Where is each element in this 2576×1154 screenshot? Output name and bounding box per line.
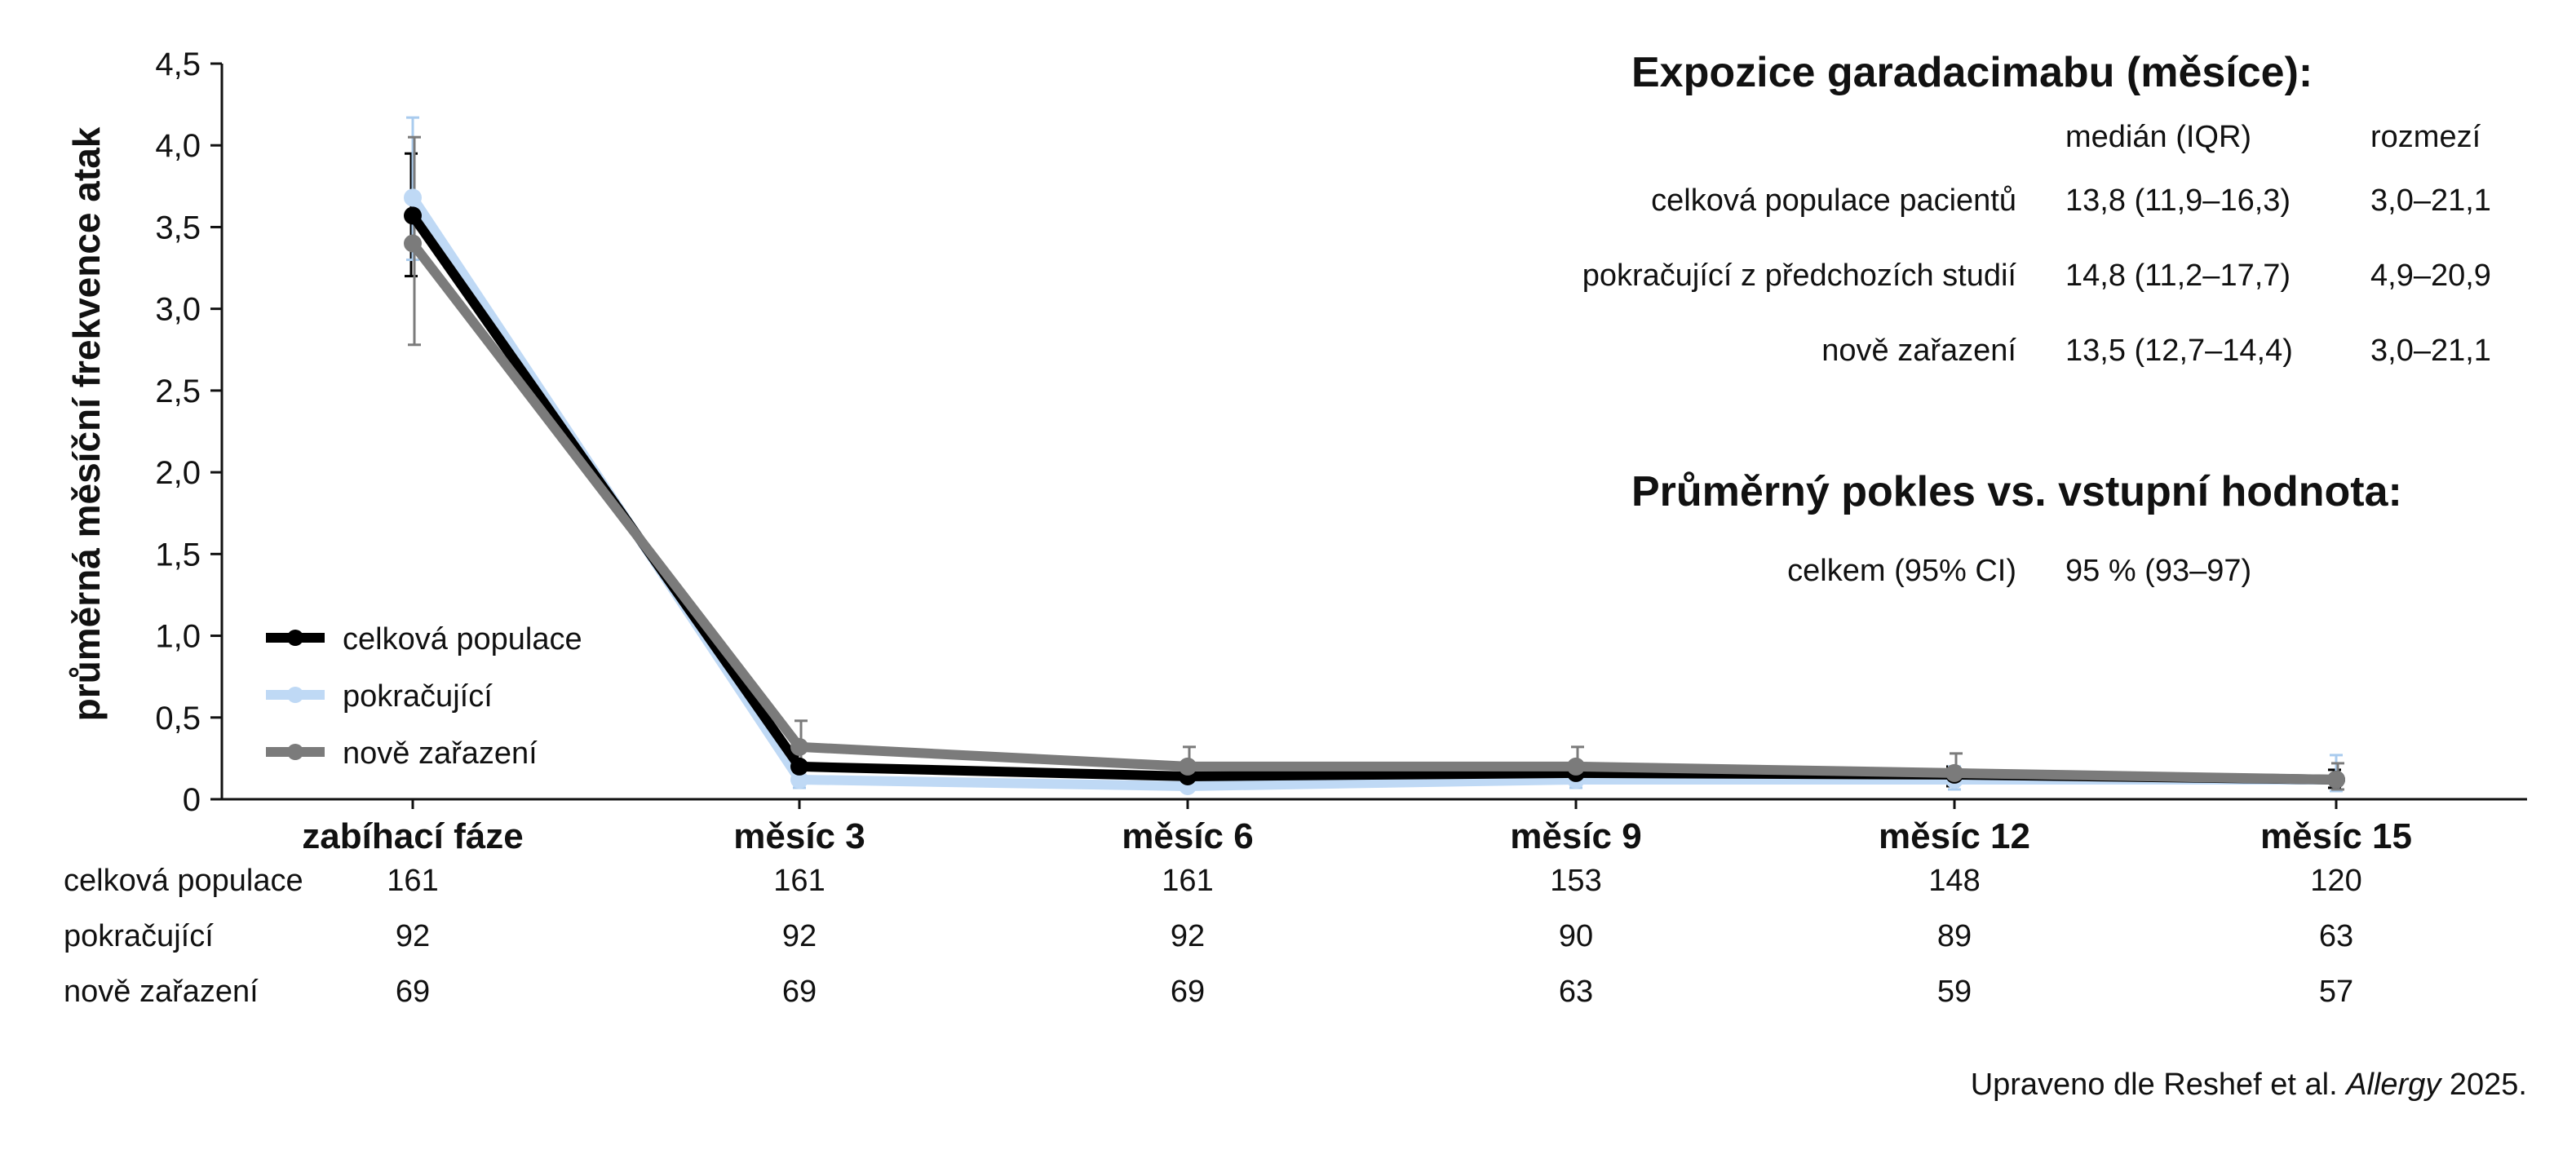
legend-marker-pokracujici	[287, 687, 303, 703]
reduction-title: Průměrný pokles vs. vstupní hodnota:	[1631, 468, 2402, 515]
y-tick-label: 3,5	[155, 210, 201, 245]
y-tick-label: 3,0	[155, 292, 201, 328]
y-tick-label: 0	[183, 782, 201, 818]
reduction-panel: Průměrný pokles vs. vstupní hodnota: cel…	[1631, 468, 2402, 588]
exposure-row-range: 3,0–21,1	[2370, 183, 2491, 218]
y-tick-label: 1,5	[155, 537, 201, 573]
legend-item-pokracujici: pokračující	[266, 679, 493, 714]
legend-marker-celkova-populace	[287, 630, 303, 646]
n-table-cell: 90	[1559, 919, 1593, 953]
data-point-nove-zarazeni	[1179, 757, 1197, 776]
n-table-cell: 57	[2319, 975, 2353, 1009]
legend-label-nove-zarazeni: nově zařazení	[343, 736, 538, 771]
legend: celková populace pokračující nově zařaze…	[266, 622, 582, 771]
n-table-row-label: nově zařazení	[64, 975, 259, 1009]
data-point-celkova-populace	[790, 757, 808, 776]
y-tick-label: 4,0	[155, 128, 201, 164]
data-point-pokracujici	[790, 770, 808, 789]
n-table-cell: 69	[1171, 975, 1205, 1009]
n-table-cell: 59	[1937, 975, 1972, 1009]
legend-label-pokracujici: pokračující	[343, 679, 493, 714]
n-table-cell: 153	[1550, 864, 1601, 898]
n-table-cell: 161	[773, 864, 825, 898]
y-tick-label: 1,0	[155, 619, 201, 655]
data-point-nove-zarazeni	[790, 737, 808, 756]
n-table-cell: 92	[396, 919, 430, 953]
x-category-labels: zabíhací fáze měsíc 3 měsíc 6 měsíc 9 měsíc …	[302, 799, 2412, 856]
n-table-cell: 161	[1162, 864, 1213, 898]
n-table-cell: 92	[782, 919, 817, 953]
exposure-row-range: 3,0–21,1	[2370, 334, 2491, 368]
exposure-row-label: celková populace pacientů	[1651, 183, 2016, 218]
y-tick-label: 4,5	[155, 46, 201, 82]
n-table-cell: 92	[1171, 919, 1205, 953]
series-lines	[404, 188, 2345, 795]
data-point-nove-zarazeni	[1567, 757, 1585, 776]
n-table-cell: 89	[1937, 919, 1972, 953]
reduction-label: celkem (95% CI)	[1787, 554, 2016, 588]
reduction-value: 95 % (93–97)	[2065, 554, 2251, 588]
exposure-title: Expozice garadacimabu (měsíce):	[1631, 49, 2313, 96]
exposure-row-median: 13,5 (12,7–14,4)	[2065, 334, 2293, 368]
x-category-label: zabíhací fáze	[302, 816, 523, 856]
n-table-row-label: celková populace	[64, 864, 303, 898]
source-prefix: Upraveno dle Reshef et al.	[1971, 1068, 2347, 1102]
n-table-row-label: pokračující	[64, 919, 214, 953]
n-table-cell: 63	[1559, 975, 1593, 1009]
legend-label-celkova-populace: celková populace	[343, 622, 582, 657]
y-tick-label: 2,5	[155, 374, 201, 409]
exposure-col-range: rozmezí	[2370, 120, 2481, 154]
n-table-cell: 69	[782, 975, 817, 1009]
legend-item-nove-zarazeni: nově zařazení	[266, 736, 538, 771]
data-point-nove-zarazeni	[1945, 763, 1963, 782]
n-table-cell: 161	[387, 864, 438, 898]
n-table: celková populace 161 161 161 153 148 120 pokrač…	[64, 864, 2362, 1009]
n-table-cell: 120	[2310, 864, 2361, 898]
x-category-label: měsíc 15	[2260, 816, 2412, 856]
y-tick-label: 0,5	[155, 701, 201, 736]
x-category-label: měsíc 9	[1510, 816, 1641, 856]
exposure-col-median: medián (IQR)	[2065, 120, 2251, 154]
exposure-panel: Expozice garadacimabu (měsíce): medián (…	[1582, 49, 2491, 368]
y-ticks: 0 0,5 1,0 1,5 2,0 2,5 3,0 3,5 4,0 4,5	[155, 46, 222, 818]
exposure-row-range: 4,9–20,9	[2370, 259, 2491, 293]
legend-item-celkova-populace: celková populace	[266, 622, 582, 657]
series-line-nove-zarazeni	[409, 240, 2337, 785]
exposure-row-label: pokračující z předchozích studií	[1582, 259, 2017, 293]
exposure-row-label: nově zařazení	[1821, 334, 2016, 368]
n-table-cell: 63	[2319, 919, 2353, 953]
n-table-cell: 69	[396, 975, 430, 1009]
x-category-label: měsíc 12	[1879, 816, 2030, 856]
legend-marker-nove-zarazeni	[287, 744, 303, 760]
source-suffix: 2025.	[2441, 1068, 2527, 1102]
exposure-row-median: 14,8 (11,2–17,7)	[2065, 259, 2291, 293]
x-category-label: měsíc 3	[733, 816, 865, 856]
source-note: Upraveno dle Reshef et al. Allergy 2025.	[1971, 1068, 2527, 1102]
n-table-cell: 148	[1928, 864, 1980, 898]
x-category-label: měsíc 6	[1122, 816, 1253, 856]
y-axis-title: průměrná měsíční frekvence atak	[65, 126, 108, 721]
error-bars	[405, 116, 2344, 793]
source-journal: Allergy	[2344, 1068, 2442, 1102]
data-point-nove-zarazeni	[404, 234, 422, 253]
data-point-pokracujici	[404, 188, 422, 207]
data-point-celkova-populace	[404, 206, 422, 225]
exposure-row-median: 13,8 (11,9–16,3)	[2065, 183, 2291, 218]
data-point-nove-zarazeni	[2327, 770, 2345, 789]
y-tick-label: 2,0	[155, 455, 201, 491]
